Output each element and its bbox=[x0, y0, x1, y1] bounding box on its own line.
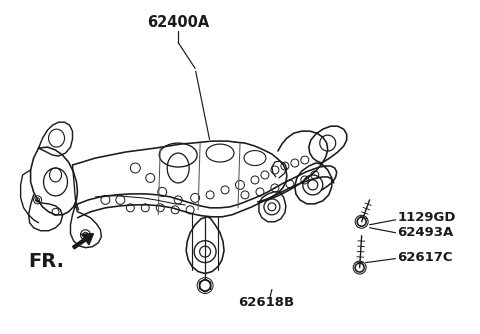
Text: 62618B: 62618B bbox=[238, 296, 294, 309]
Text: FR.: FR. bbox=[29, 252, 65, 271]
FancyArrow shape bbox=[72, 234, 94, 249]
Text: 62493A: 62493A bbox=[397, 226, 454, 239]
Text: 62400A: 62400A bbox=[147, 15, 209, 30]
Text: 1129GD: 1129GD bbox=[397, 211, 456, 224]
Text: 62617C: 62617C bbox=[397, 251, 453, 264]
